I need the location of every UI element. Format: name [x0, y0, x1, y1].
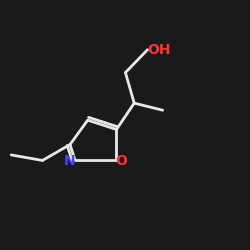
Text: O: O — [115, 154, 127, 168]
Text: OH: OH — [147, 43, 170, 57]
Text: N: N — [64, 154, 75, 168]
